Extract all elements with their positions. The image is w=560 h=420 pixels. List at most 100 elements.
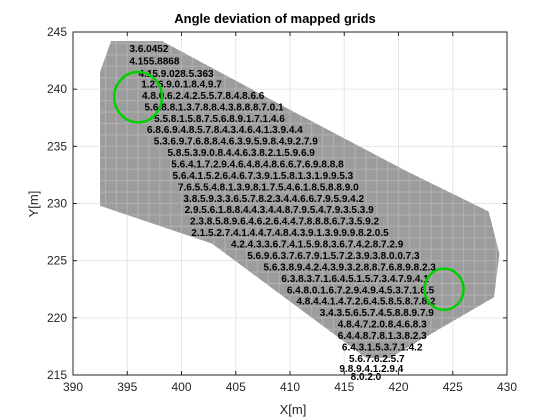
grid-cell bbox=[312, 272, 322, 283]
grid-cell bbox=[323, 376, 333, 386]
grid-cell bbox=[399, 272, 409, 283]
grid-cell bbox=[344, 146, 355, 158]
grid-cell bbox=[171, 101, 181, 112]
point-label: 5.6.4.1.7.2.9.4.6.4.8.4.8.6.6.7.6.9.8.8.… bbox=[171, 159, 344, 170]
grid-cell bbox=[409, 272, 420, 283]
grid-cell bbox=[312, 261, 322, 272]
grid-cell bbox=[334, 284, 344, 295]
grid-cell bbox=[117, 66, 127, 78]
grid-cell bbox=[149, 124, 160, 135]
grid-cell bbox=[312, 204, 322, 215]
grid-cell bbox=[453, 261, 463, 272]
grid-cell bbox=[475, 272, 485, 283]
point-label: 3.8.5.9.3.3.6.5.7.8.2.3.4.4.6.6.7.9.5.9.… bbox=[183, 194, 364, 205]
grid-cell bbox=[355, 146, 366, 158]
grid-cell bbox=[453, 249, 463, 261]
grid-cell bbox=[464, 272, 474, 283]
grid-cell bbox=[138, 101, 149, 112]
grid-cell bbox=[214, 78, 225, 89]
grid-cell bbox=[301, 272, 312, 283]
grid-cell bbox=[171, 204, 181, 215]
grid-cell bbox=[236, 204, 246, 215]
grid-cell bbox=[301, 146, 312, 158]
grid-cell bbox=[366, 226, 377, 238]
grid-cell bbox=[106, 112, 116, 123]
grid-cell bbox=[485, 238, 496, 249]
grid-cell bbox=[203, 78, 214, 89]
grid-cell bbox=[464, 226, 474, 238]
grid-cell bbox=[312, 124, 322, 135]
grid-cell bbox=[106, 158, 116, 169]
grid-cell bbox=[258, 169, 268, 181]
grid-cell bbox=[453, 284, 463, 295]
grid-cell bbox=[236, 89, 246, 100]
grid-cell bbox=[420, 249, 431, 261]
point-label: 3.4.3.5.6.5.7.4.5.8.8.9.7.9 bbox=[320, 308, 434, 319]
grid-cell bbox=[344, 284, 355, 295]
grid-cell bbox=[388, 169, 398, 181]
grid-cell bbox=[182, 226, 192, 238]
grid-cell bbox=[192, 215, 203, 226]
grid-cell bbox=[149, 112, 160, 123]
grid-cell bbox=[117, 158, 127, 169]
grid-cell bbox=[279, 261, 290, 272]
grid-cell bbox=[453, 204, 463, 215]
grid-cell bbox=[399, 318, 409, 329]
grid-cell bbox=[117, 135, 127, 146]
grid-cell bbox=[334, 146, 344, 158]
grid-cell bbox=[117, 124, 127, 135]
grid-cell bbox=[355, 226, 366, 238]
grid-cell bbox=[453, 215, 463, 226]
grid-cell bbox=[247, 124, 257, 135]
grid-cell bbox=[247, 101, 257, 112]
grid-cell bbox=[138, 89, 149, 100]
grid-cell bbox=[171, 55, 181, 66]
grid-cell bbox=[312, 307, 322, 318]
grid-cell bbox=[355, 238, 366, 249]
grid-cell bbox=[138, 55, 149, 66]
point-label: 3.6.0452 bbox=[129, 44, 168, 55]
grid-cell bbox=[323, 238, 333, 249]
grid-cell bbox=[355, 284, 366, 295]
grid-cell bbox=[290, 226, 301, 238]
grid-cell bbox=[247, 192, 257, 203]
grid-cell bbox=[431, 272, 442, 283]
grid-cell bbox=[268, 112, 279, 123]
grid-cell bbox=[139, 376, 149, 386]
point-label: 4.2.4.3.3.6.7.4.1.5.9.8.3.6.7.4.2.8.7.2.… bbox=[231, 240, 404, 251]
grid-cell bbox=[268, 181, 279, 192]
grid-cell bbox=[182, 55, 192, 66]
grid-cell bbox=[127, 158, 138, 169]
point-label: 6.8.6.9.4.8.5.7.8.4.3.4.6.4.1.3.9.4.4 bbox=[147, 125, 303, 136]
point-label: 1.2.6.9.0.1.8.4.9.7 bbox=[141, 79, 222, 90]
grid-cell bbox=[258, 135, 268, 146]
grid-cell bbox=[442, 238, 453, 249]
grid-cell bbox=[377, 307, 388, 318]
grid-cell bbox=[214, 215, 225, 226]
grid-cell bbox=[247, 226, 257, 238]
grid-cell bbox=[149, 101, 160, 112]
grid-cell bbox=[268, 192, 279, 203]
grid-cell bbox=[268, 146, 279, 158]
grid-cell bbox=[399, 238, 409, 249]
grid-cell bbox=[420, 238, 431, 249]
grid-cell bbox=[279, 135, 290, 146]
grid-cell bbox=[268, 158, 279, 169]
grid-cell bbox=[377, 249, 388, 261]
grid-cell bbox=[344, 261, 355, 272]
grid-cell bbox=[268, 101, 279, 112]
grid-cell bbox=[214, 226, 225, 238]
grid-cell bbox=[334, 318, 344, 329]
point-label: 7.6.5.5.4.8.1.3.9.8.1.7.5.4.6.1.8.5.8.8.… bbox=[178, 182, 359, 193]
grid-cell bbox=[366, 192, 377, 203]
grid-cell bbox=[334, 204, 344, 215]
grid-cell bbox=[258, 192, 268, 203]
grid-cell bbox=[334, 215, 344, 226]
x-tick-label: 415 bbox=[334, 380, 354, 394]
grid-cell bbox=[344, 272, 355, 283]
grid-cell bbox=[420, 272, 431, 283]
grid-cell bbox=[464, 261, 474, 272]
grid-cell bbox=[409, 329, 420, 341]
grid-cell bbox=[268, 124, 279, 135]
